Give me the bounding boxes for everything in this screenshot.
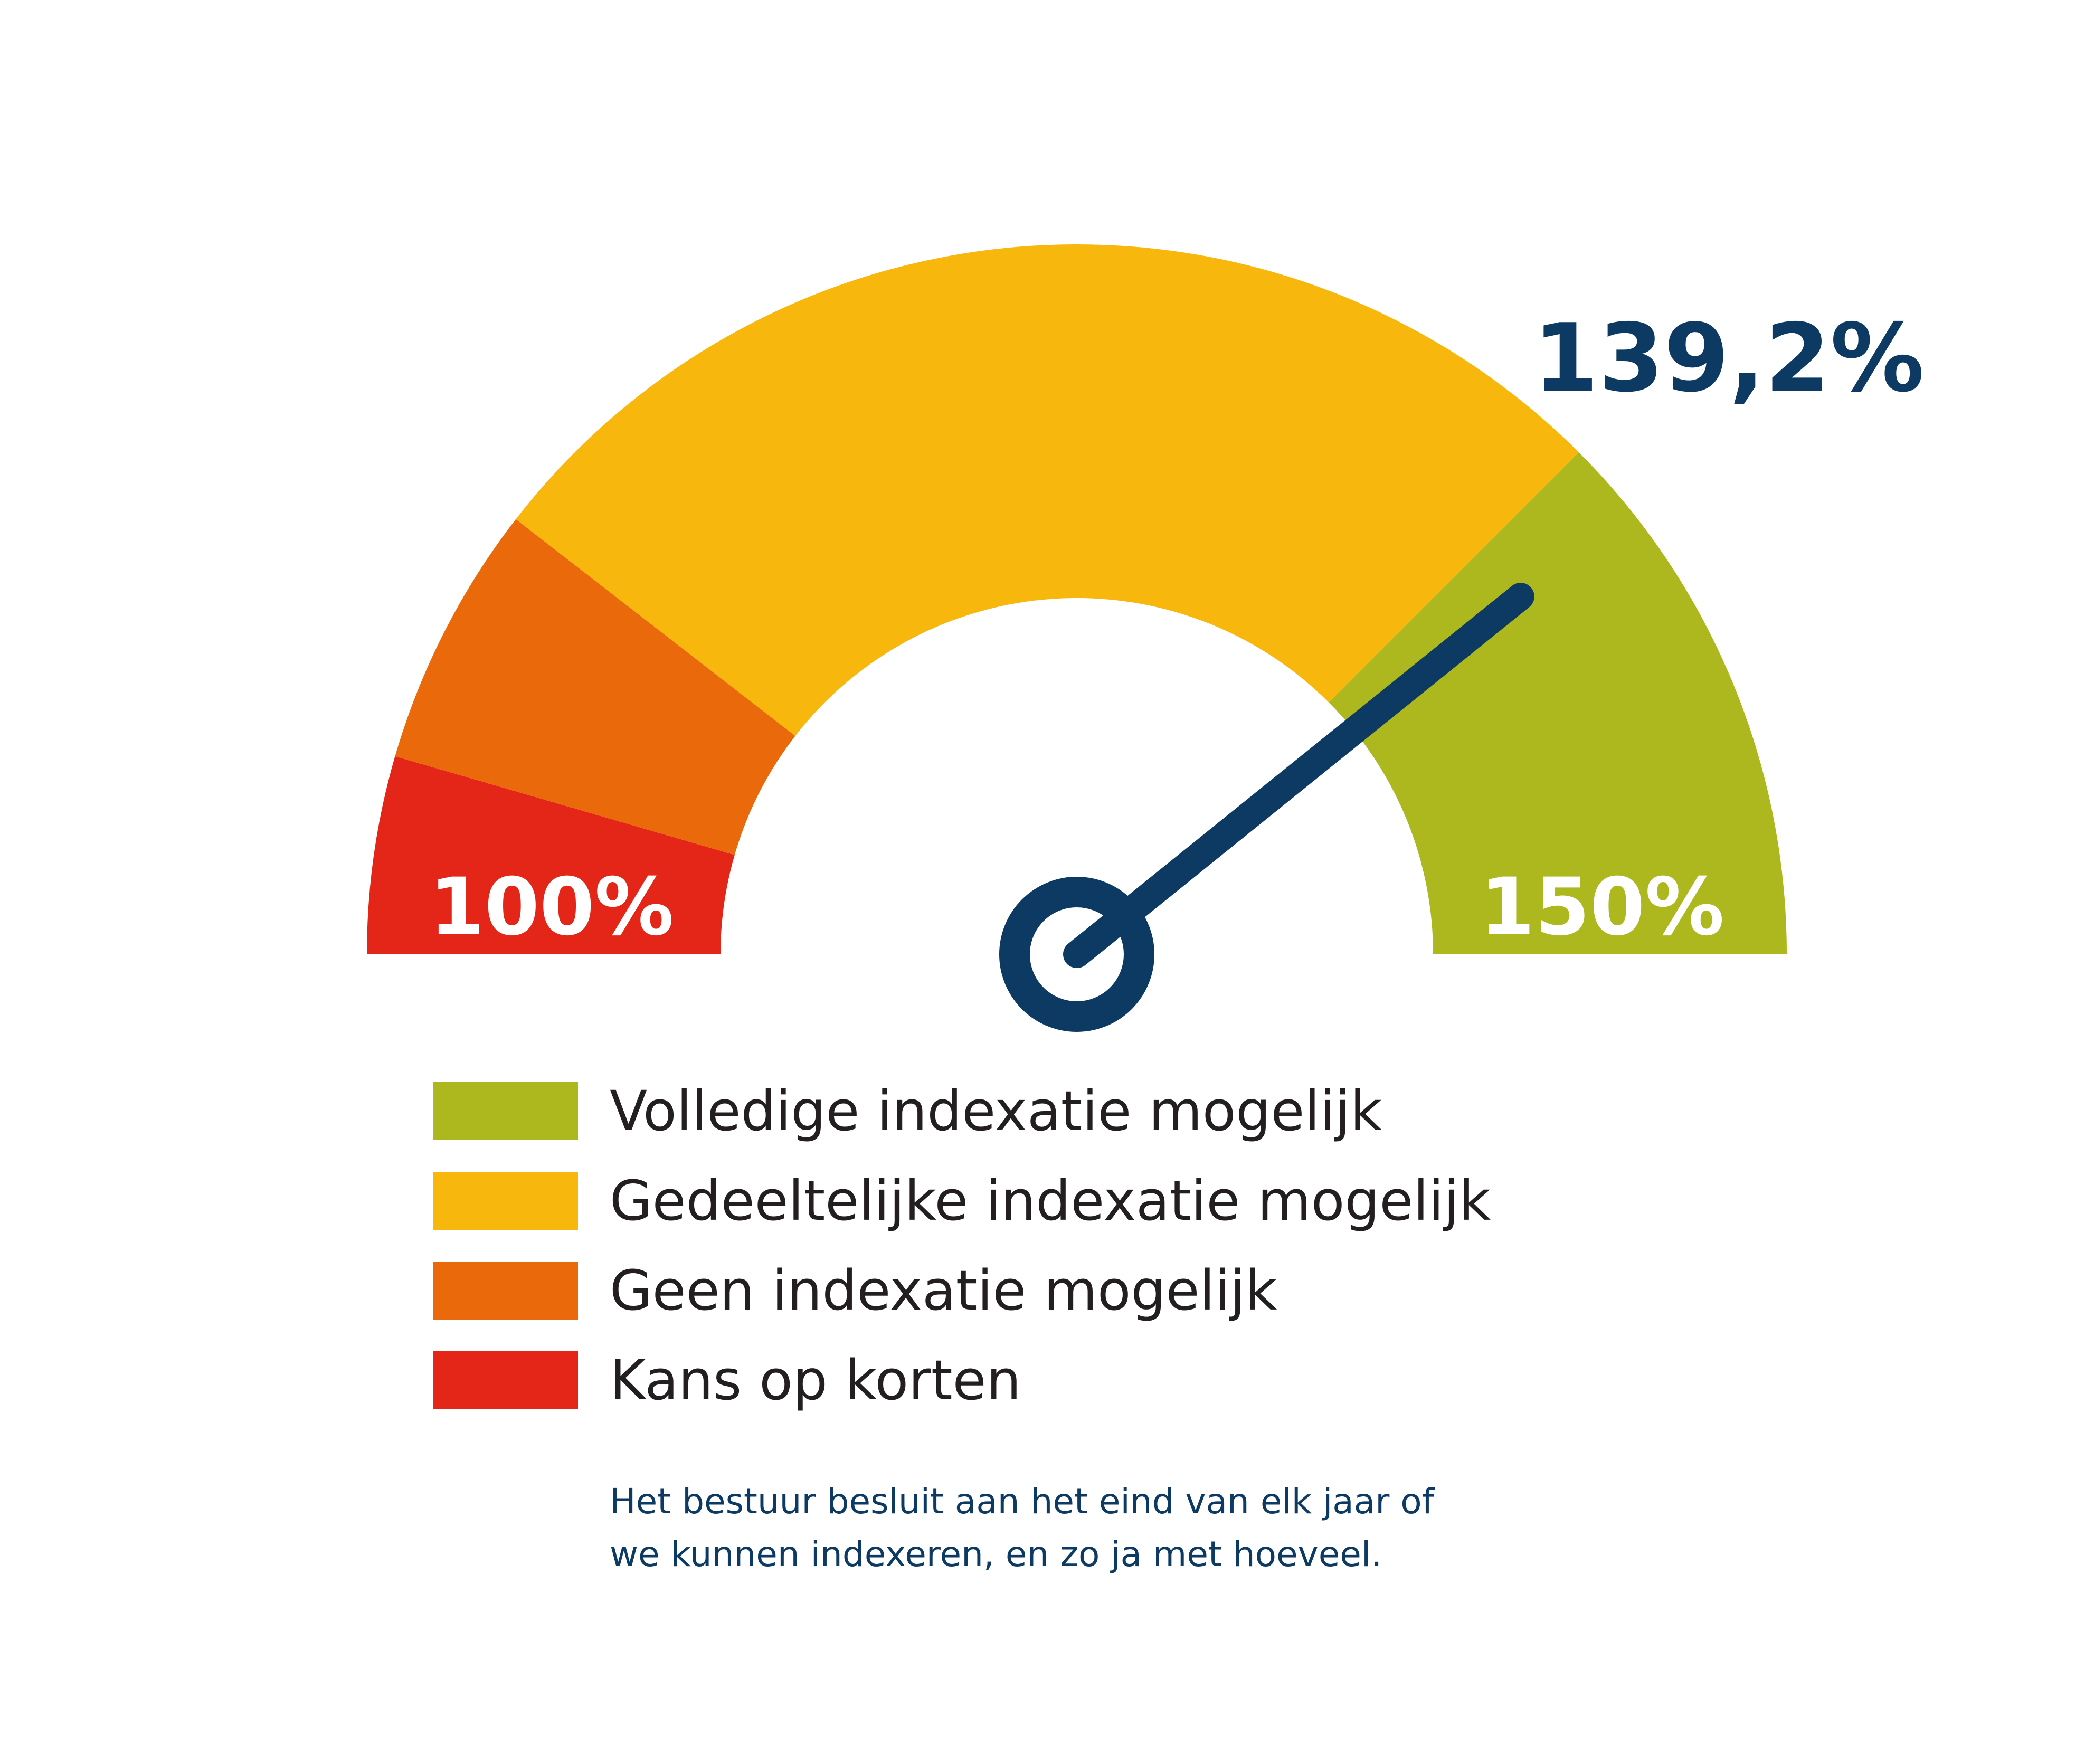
legend: Volledige indexatie mogelijk Gedeeltelij… [433,1079,1491,1441]
gauge-chart: 100% 150% 139,2% [367,244,1925,1032]
gauge-band-0 [367,756,735,954]
legend-item-volledige: Volledige indexatie mogelijk [433,1079,1491,1143]
legend-swatch [433,1262,578,1320]
legend-swatch [433,1082,578,1140]
legend-label: Gedeeltelijke indexatie mogelijk [610,1169,1491,1233]
legend-item-geen: Geen indexatie mogelijk [433,1258,1491,1323]
gauge-max-label: 150% [1480,861,1724,953]
legend-label: Volledige indexatie mogelijk [610,1079,1382,1143]
legend-swatch [433,1351,578,1409]
legend-item-gedeeltelijke: Gedeeltelijke indexatie mogelijk [433,1169,1491,1233]
gauge-min-label: 100% [429,861,674,953]
gauge-bands [367,244,1787,954]
legend-label: Kans op korten [610,1348,1021,1412]
legend-swatch [433,1172,578,1230]
needle-line [1063,583,1534,968]
footnote: Het bestuur besluit aan het eind van elk… [610,1475,1434,1581]
legend-item-korten: Kans op korten [433,1348,1491,1412]
legend-label: Geen indexatie mogelijk [610,1258,1277,1323]
footnote-line: we kunnen indexeren, en zo ja met hoevee… [610,1534,1382,1575]
gauge-value-label: 139,2% [1533,304,1924,413]
footnote-line: Het bestuur besluit aan het eind van elk… [610,1481,1434,1522]
gauge-band-1 [395,519,795,855]
gauge-needle [999,583,1534,1032]
gauge-band-3 [1329,452,1787,954]
gauge-band-2 [516,244,1579,736]
